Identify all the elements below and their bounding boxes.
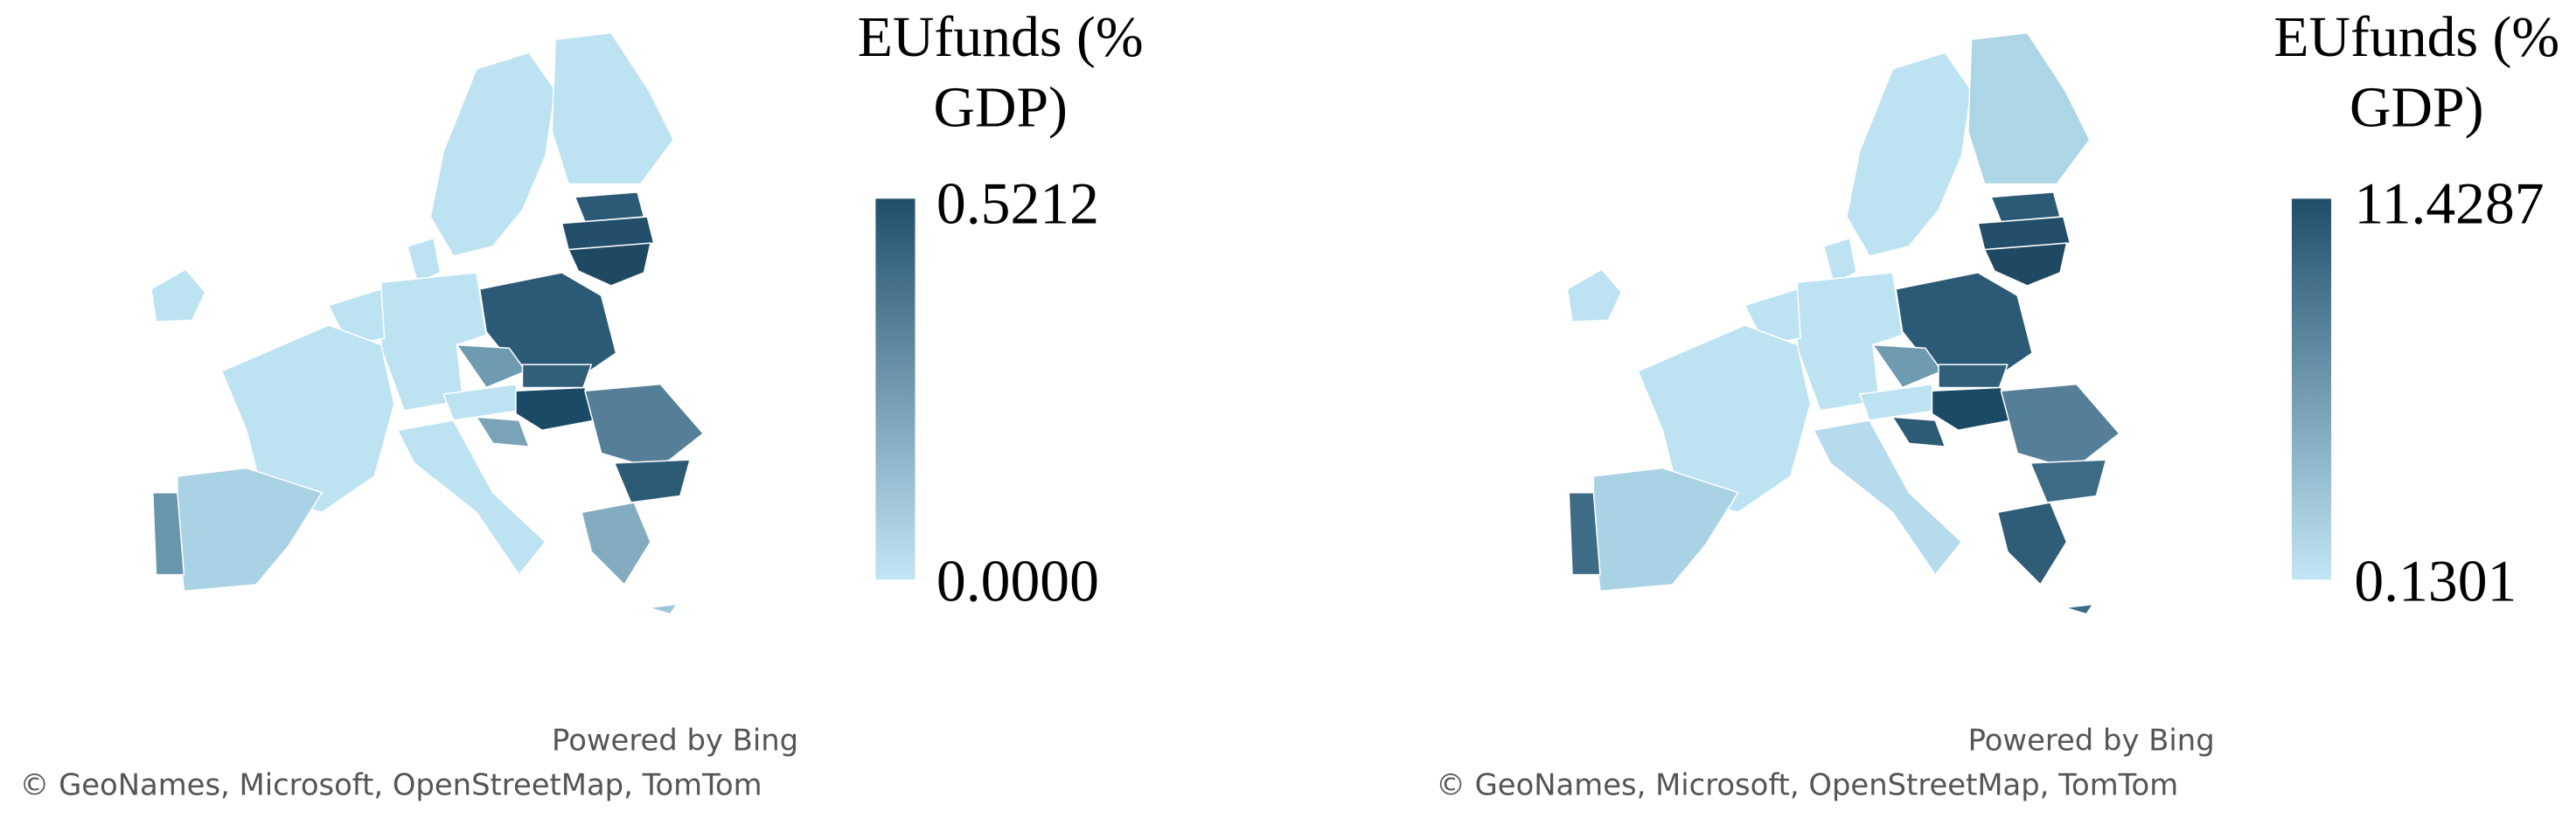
- country: [567, 242, 651, 287]
- country: [1931, 386, 2012, 432]
- color-scale: [875, 198, 916, 580]
- country-shapes: [1566, 31, 2120, 615]
- legend-title: GDP): [2350, 76, 2483, 140]
- map-credits: © GeoNames, Microsoft, OpenStreetMap, To…: [1436, 767, 2178, 801]
- country: [581, 502, 651, 586]
- country: [1566, 268, 1623, 323]
- country: [1967, 31, 2091, 185]
- country: [515, 386, 596, 432]
- map-panel: EUfunds (% GDP) 0.5212 0.0000 Powered by…: [20, 5, 1144, 801]
- country: [429, 52, 556, 258]
- country: [2029, 459, 2107, 503]
- country: [2064, 603, 2094, 615]
- powered-by: Powered by Bing: [552, 724, 798, 758]
- country: [1938, 364, 2009, 389]
- legend-max: 0.5212: [936, 171, 1099, 237]
- country: [1891, 416, 1946, 448]
- legend-min: 0.1301: [2354, 549, 2517, 614]
- country: [2000, 383, 2120, 471]
- legend-title: EUfunds (%: [858, 5, 1144, 69]
- country: [407, 237, 442, 284]
- country: [1822, 237, 1858, 284]
- country: [1996, 502, 2068, 586]
- powered-by: Powered by Bing: [1968, 724, 2215, 758]
- country: [1592, 467, 1739, 593]
- country: [583, 383, 705, 471]
- map-panel: EUfunds (% GDP) 11.4287 0.1301 Powered b…: [1436, 5, 2559, 801]
- country: [150, 268, 206, 323]
- country: [648, 603, 679, 615]
- country: [475, 416, 530, 448]
- map-credits: © GeoNames, Microsoft, OpenStreetMap, To…: [20, 767, 762, 801]
- country: [521, 364, 593, 389]
- country: [176, 467, 324, 593]
- color-scale: [2291, 198, 2332, 580]
- country: [551, 31, 675, 185]
- legend-max: 11.4287: [2354, 171, 2544, 237]
- country-shapes: [150, 31, 705, 615]
- country: [613, 459, 692, 503]
- country: [1845, 52, 1973, 258]
- legend-title: GDP): [933, 76, 1067, 140]
- legend-title: EUfunds (%: [2273, 5, 2559, 69]
- legend-min: 0.0000: [936, 549, 1099, 614]
- country: [1983, 242, 2068, 287]
